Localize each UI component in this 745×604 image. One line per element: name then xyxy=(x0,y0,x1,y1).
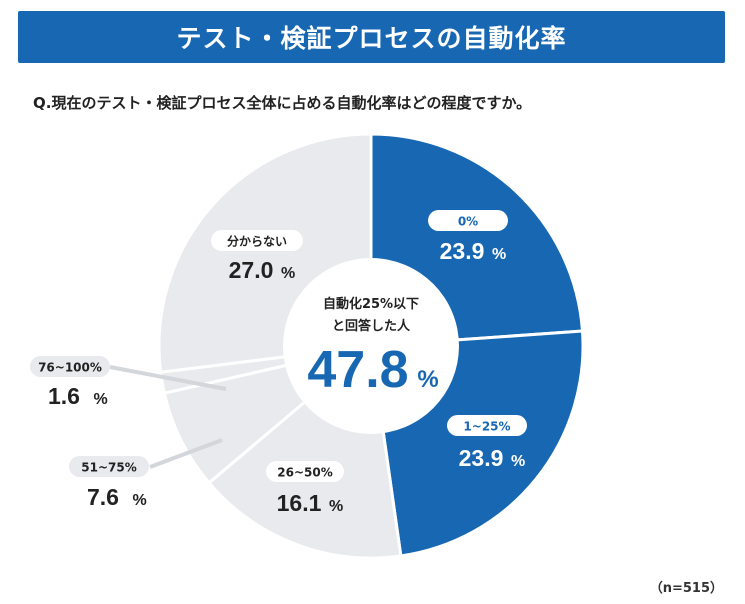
category-label-1: 1~25% xyxy=(463,420,510,434)
value-unit-3: % xyxy=(133,492,147,509)
category-pill-0 xyxy=(428,210,508,231)
value-label-2: 16.1 xyxy=(277,490,322,516)
slice-labels-group: 0% 23.9 % 1~25% 23.9 % 26~50% 16.1 % 51~75% 7.6 % 76… xyxy=(30,210,527,516)
category-pill-5 xyxy=(211,230,303,251)
value-label-3: 7.6 xyxy=(87,484,119,510)
category-label-2: 26~50% xyxy=(277,466,332,480)
chart-title-banner: テスト・検証プロセスの自動化率 xyxy=(18,11,725,63)
donut-hole xyxy=(283,258,459,434)
category-pill-3 xyxy=(69,456,149,477)
value-unit-5: % xyxy=(281,265,295,282)
value-unit-1: % xyxy=(511,453,525,470)
leader-lines-group xyxy=(109,365,227,469)
category-pill-4 xyxy=(30,356,110,377)
value-unit-4: % xyxy=(94,391,108,408)
sample-size: （n=515） xyxy=(649,581,723,596)
value-label-0: 23.9 xyxy=(440,238,485,264)
value-label-5: 27.0 xyxy=(229,257,274,283)
category-pill-2 xyxy=(266,461,344,482)
value-label-1: 23.9 xyxy=(459,445,504,471)
center-label-line1: 自動化25%以下 xyxy=(323,296,419,312)
leader-line-4 xyxy=(109,365,227,391)
question-text: Q.現在のテスト・検証プロセス全体に占める自動化率はどの程度ですか。 xyxy=(33,94,532,112)
category-label-3: 51~75% xyxy=(81,461,136,475)
value-label-4: 1.6 xyxy=(48,383,80,409)
category-label-5: 分からない xyxy=(227,234,287,249)
value-unit-2: % xyxy=(329,498,343,515)
leader-line-3 xyxy=(149,438,223,469)
category-label-0: 0% xyxy=(458,215,478,229)
center-unit: % xyxy=(417,366,438,393)
category-pill-1 xyxy=(447,415,527,436)
center-value: 47.8 xyxy=(307,341,408,399)
value-unit-0: % xyxy=(492,246,506,263)
category-label-4: 76~100% xyxy=(38,361,102,375)
center-label-line2: と回答した人 xyxy=(332,318,411,334)
